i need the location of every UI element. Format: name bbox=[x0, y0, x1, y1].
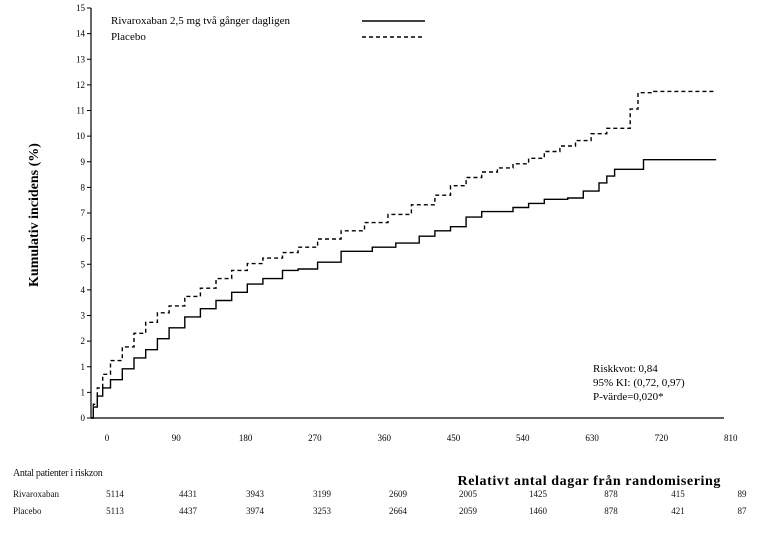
y-tick-label: 1 bbox=[81, 387, 86, 397]
risk-cell: 5114 bbox=[106, 489, 124, 499]
stats-annotation: Riskkvot: 0,84 95% KI: (0,72, 0,97) P-vä… bbox=[593, 363, 685, 403]
series-line-placebo bbox=[91, 90, 717, 419]
y-tick-label: 9 bbox=[81, 157, 86, 167]
x-tick-label: 720 bbox=[655, 433, 669, 443]
y-tick-label: 7 bbox=[81, 208, 86, 218]
x-ticks: 0 90 180 270 360 450 540 630 720 810 bbox=[105, 433, 738, 443]
risk-cell: 2664 bbox=[389, 506, 407, 516]
annotation-confidence-interval: 95% KI: (0,72, 0,97) bbox=[593, 377, 685, 389]
x-axis-title: Relativt antal dagar från randomisering bbox=[458, 474, 721, 489]
y-tick-label: 4 bbox=[81, 285, 86, 295]
x-tick-label: 0 bbox=[105, 433, 110, 443]
x-tick-label: 630 bbox=[585, 433, 599, 443]
risk-cell: 878 bbox=[604, 489, 618, 499]
y-tick-label: 6 bbox=[81, 234, 86, 244]
risk-cell: 421 bbox=[671, 506, 685, 516]
risk-cell: 3974 bbox=[246, 506, 264, 516]
y-tick-label: 10 bbox=[76, 131, 86, 141]
y-tick-label: 13 bbox=[76, 54, 86, 64]
risk-cell: 3199 bbox=[313, 489, 331, 499]
y-tick-label: 3 bbox=[81, 311, 86, 321]
risk-row-placebo: Placebo 5113 4437 3974 3253 2664 2059 14… bbox=[0, 506, 781, 520]
x-tick-label: 360 bbox=[377, 433, 391, 443]
y-tick-label: 11 bbox=[76, 106, 85, 116]
risk-cell: 1425 bbox=[529, 489, 547, 499]
x-tick-label: 450 bbox=[447, 433, 461, 443]
risk-row-label: Rivaroxaban bbox=[13, 489, 59, 499]
y-tick-label: 1 bbox=[81, 362, 86, 372]
annotation-hazard-ratio: Riskkvot: 0,84 bbox=[593, 363, 658, 375]
x-tick-label: 180 bbox=[239, 433, 253, 443]
y-tick-label: 0 bbox=[81, 413, 86, 423]
risk-cell: 4437 bbox=[179, 506, 197, 516]
risk-cell: 3943 bbox=[246, 489, 264, 499]
risk-row-label: Placebo bbox=[13, 506, 42, 516]
y-tick-label: 14 bbox=[76, 29, 86, 39]
series-line-rivaroxaban bbox=[91, 159, 717, 419]
risk-cell: 1460 bbox=[529, 506, 547, 516]
x-tick-label: 90 bbox=[172, 433, 182, 443]
risk-cell: 3253 bbox=[313, 506, 331, 516]
risk-cell: 5113 bbox=[106, 506, 124, 516]
risk-cell: 4431 bbox=[179, 489, 197, 499]
x-tick-label: 270 bbox=[308, 433, 322, 443]
risk-cell: 89 bbox=[737, 489, 747, 499]
x-tick-label: 540 bbox=[516, 433, 530, 443]
legend: Rivaroxaban 2,5 mg två gånger dagligen P… bbox=[111, 15, 425, 43]
risk-row-rivaroxaban: Rivaroxaban 5114 4431 3943 3199 2609 200… bbox=[0, 489, 781, 503]
legend-label-placebo: Placebo bbox=[111, 31, 146, 43]
risk-table-title: Antal patienter i riskzon bbox=[13, 468, 103, 479]
y-tick-label: 5 bbox=[81, 259, 86, 269]
series-layer bbox=[91, 90, 717, 419]
risk-cell: 878 bbox=[604, 506, 618, 516]
legend-label-rivaroxaban: Rivaroxaban 2,5 mg två gånger dagligen bbox=[111, 15, 291, 27]
annotation-p-value: P-värde=0,020* bbox=[593, 391, 664, 403]
y-tick-label: 8 bbox=[81, 182, 86, 192]
risk-cell: 415 bbox=[671, 489, 685, 499]
y-axis-title: Kumulativ incidens (%) bbox=[27, 143, 42, 287]
y-tick-label: 15 bbox=[76, 3, 86, 13]
risk-cell: 2005 bbox=[459, 489, 477, 499]
risk-cell: 87 bbox=[737, 506, 747, 516]
risk-cell: 2059 bbox=[459, 506, 477, 516]
y-tick-label: 2 bbox=[81, 336, 86, 346]
x-tick-label: 810 bbox=[724, 433, 738, 443]
y-tick-label: 12 bbox=[76, 80, 85, 90]
risk-cell: 2609 bbox=[389, 489, 407, 499]
